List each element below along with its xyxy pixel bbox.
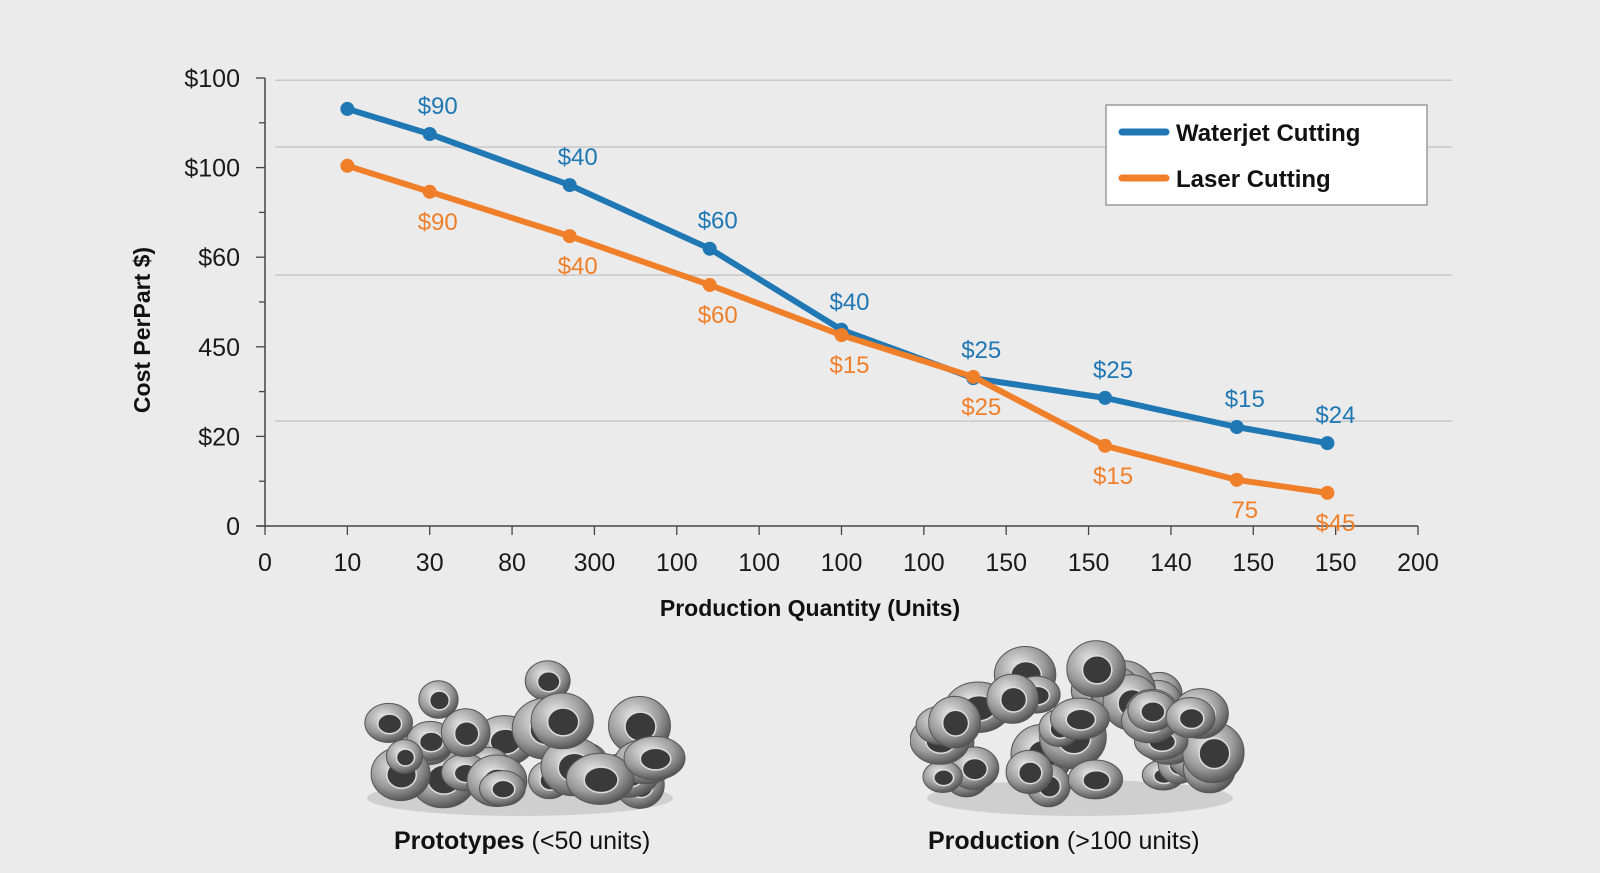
data-label: $45 (1315, 510, 1355, 537)
legend-label: Laser Cutting (1176, 166, 1331, 193)
data-label: $40 (558, 253, 598, 280)
series-laser-cutting: $90 $40 $60 $15 $25 $15 75 $45 (340, 158, 1355, 537)
data-label: $25 (961, 337, 1001, 364)
data-label: $90 (418, 209, 458, 236)
x-tick-label: 30 (416, 549, 444, 577)
metal-ring (364, 702, 413, 743)
x-tick-label: 150 (1068, 549, 1110, 577)
x-tick-label: 100 (903, 549, 945, 577)
production-parts-image (910, 640, 1245, 816)
legend-box (1105, 104, 1428, 206)
x-axis-ticks: 0 10 30 80 300 100 100 100 100 150 150 140 150 150 200 (258, 526, 1439, 577)
x-tick-label: 100 (821, 549, 863, 577)
metal-ring (1067, 759, 1124, 800)
data-label: $24 (1315, 402, 1355, 429)
caption-detail-text: (>100 units) (1059, 827, 1200, 855)
data-label: $60 (698, 208, 738, 235)
y-axis-ticks: $100 $100 $60 450 $20 0 (184, 65, 265, 541)
metal-ring (623, 735, 686, 781)
x-axis-title: Production Quantity (Units) (660, 595, 960, 621)
metal-ring (440, 708, 491, 758)
x-tick-label: 150 (1315, 549, 1357, 577)
caption-bold-text: Prototypes (394, 827, 525, 855)
metal-ring (418, 680, 459, 719)
data-label: $60 (698, 302, 738, 329)
x-tick-label: 300 (574, 549, 616, 577)
data-point (422, 127, 437, 141)
data-label: 75 (1231, 497, 1258, 524)
data-point (1098, 390, 1113, 405)
metal-ring (1066, 640, 1126, 698)
data-label: $40 (558, 144, 598, 171)
caption-detail-text: (<50 units) (524, 827, 651, 855)
x-tick-label: 100 (656, 549, 698, 577)
metal-ring (565, 752, 635, 805)
caption-bold-text: Production (928, 827, 1060, 855)
data-point (1098, 438, 1113, 453)
x-tick-label: 140 (1150, 549, 1192, 577)
x-tick-label: 0 (258, 549, 272, 577)
y-tick-label: $60 (198, 244, 240, 272)
x-tick-label: 150 (1232, 549, 1274, 577)
data-point (340, 101, 355, 116)
data-point (422, 184, 437, 199)
metal-ring (385, 739, 424, 774)
legend: Waterjet Cutting Laser Cutting (1105, 104, 1428, 206)
x-tick-label: 10 (333, 549, 361, 577)
prototypes-parts-image (364, 660, 686, 816)
data-point (1320, 485, 1335, 500)
legend-label: Waterjet Cutting (1176, 120, 1360, 147)
x-tick-label: 80 (498, 549, 526, 577)
data-label: $25 (1093, 357, 1133, 384)
y-tick-label: $100 (184, 65, 240, 93)
metal-ring (478, 770, 526, 807)
data-point (1320, 436, 1335, 451)
data-point (834, 328, 849, 343)
data-point (702, 241, 717, 256)
data-label: $15 (829, 352, 869, 379)
prototypes-caption: Prototypes (<50 units) (394, 827, 650, 856)
metal-ring (1165, 696, 1216, 739)
data-point (1229, 419, 1244, 434)
data-label: $90 (418, 93, 458, 120)
x-tick-label: 200 (1397, 549, 1439, 577)
data-point (562, 178, 577, 193)
series-layer: $90$40$60$40$25$25$15$24$90$40$60$15$25$… (340, 93, 1355, 537)
data-point (1229, 472, 1244, 487)
metal-ring (524, 660, 571, 702)
metal-ring (922, 760, 963, 793)
data-label: $25 (961, 394, 1001, 421)
y-tick-label: 0 (226, 513, 240, 541)
data-point (340, 158, 355, 173)
y-tick-label: 450 (198, 334, 240, 362)
metal-ring (986, 673, 1039, 724)
y-axis-title: Cost PerPart $) (129, 247, 155, 413)
data-label: $15 (1225, 386, 1265, 413)
x-tick-label: 100 (738, 549, 780, 577)
y-tick-label: $20 (198, 423, 240, 451)
production-caption: Production (>100 units) (928, 827, 1200, 856)
data-point (702, 277, 717, 292)
data-label: $15 (1093, 463, 1133, 490)
x-tick-label: 150 (985, 549, 1027, 577)
metal-ring (1005, 749, 1053, 795)
data-label: $40 (829, 289, 869, 316)
data-point (562, 229, 577, 244)
metal-ring (1050, 697, 1110, 740)
metal-ring (928, 695, 981, 749)
data-point (966, 369, 981, 384)
metal-ring (530, 692, 594, 750)
y-tick-label: $100 (184, 155, 240, 183)
